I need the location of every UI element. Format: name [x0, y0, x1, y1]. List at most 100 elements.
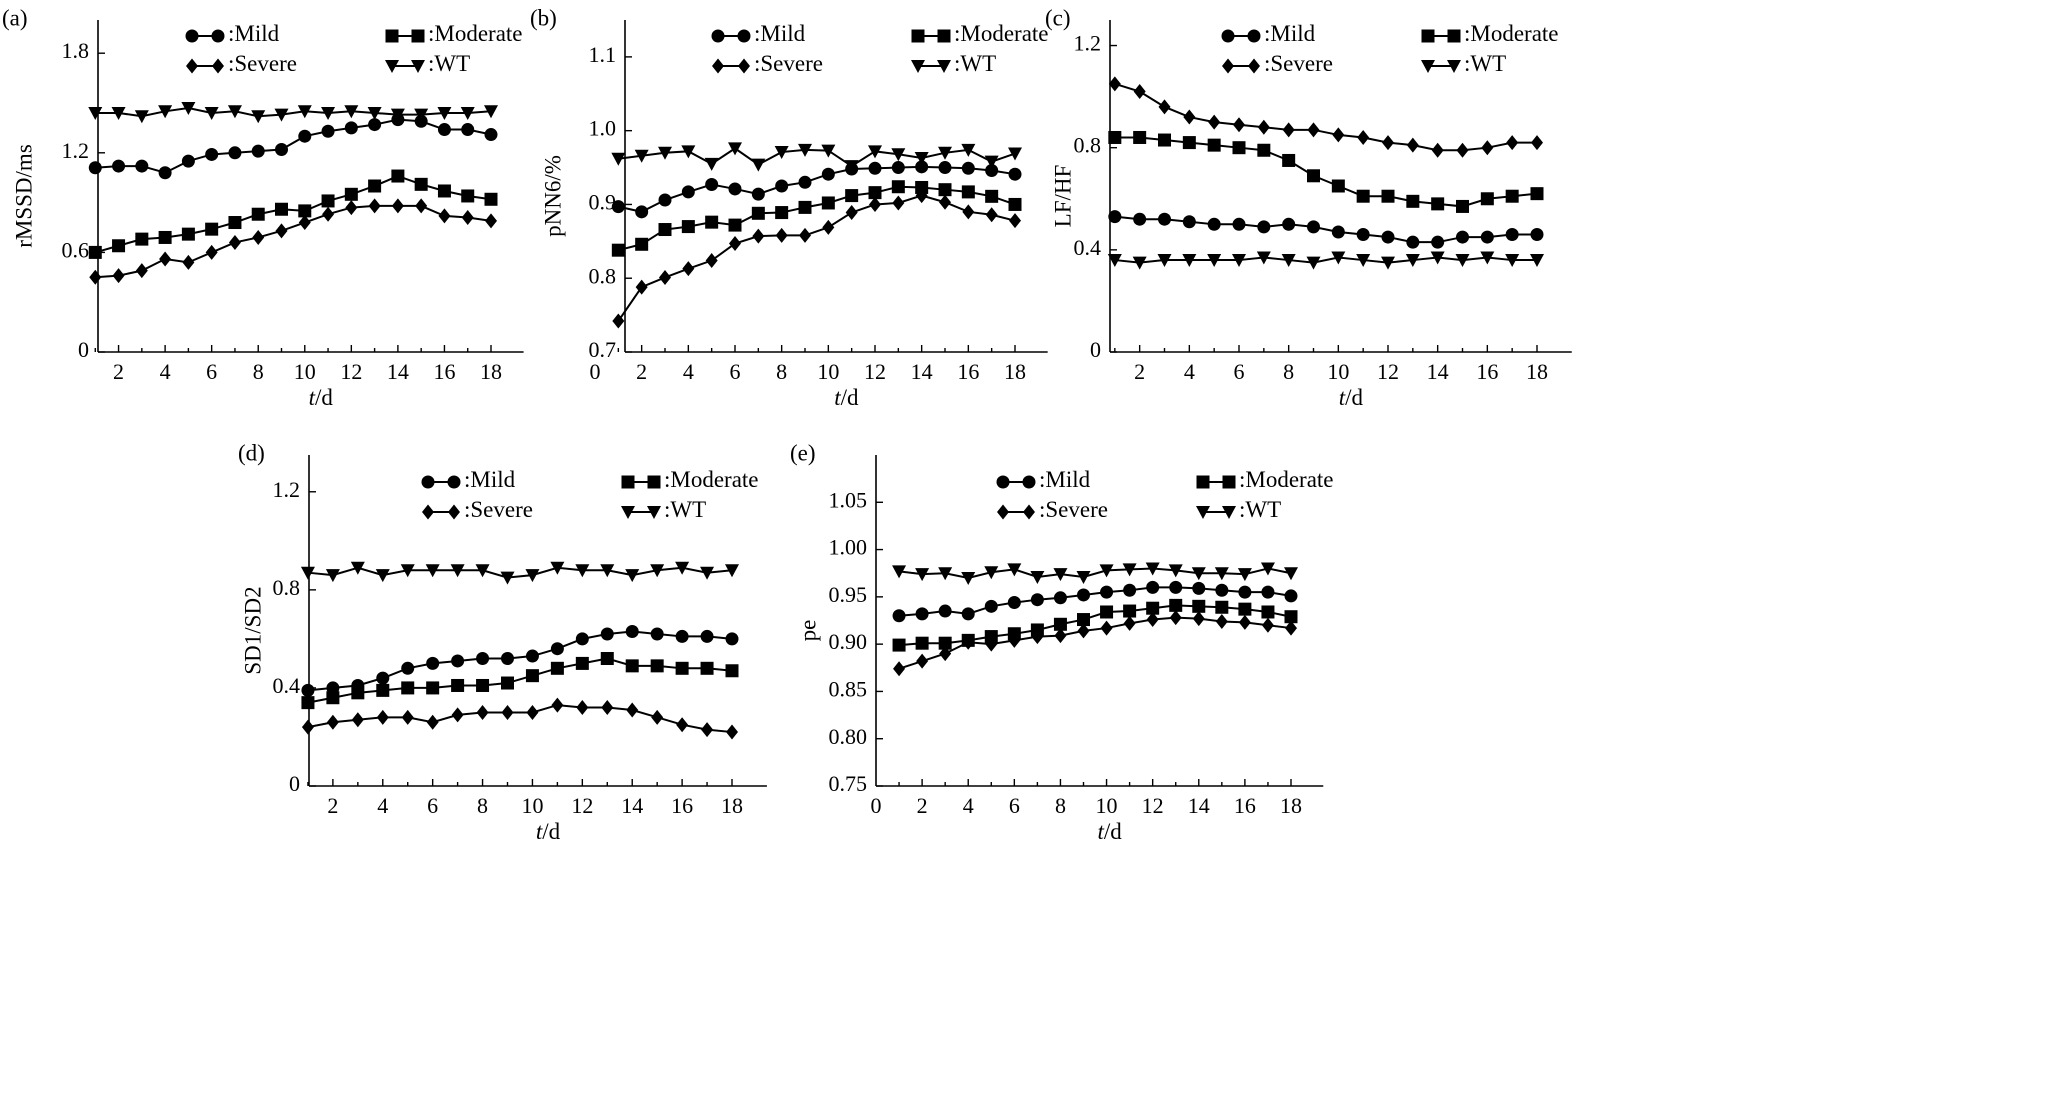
- x-axis-label-var: t: [1339, 385, 1346, 410]
- data-point: [391, 198, 404, 214]
- legend-label: :Mild: [228, 21, 280, 46]
- legend-item-moderate: :Moderate: [1196, 467, 1334, 492]
- data-point: [1260, 562, 1275, 576]
- data-point: [729, 236, 741, 252]
- data-point: [326, 714, 339, 730]
- series-wt: [892, 562, 1298, 585]
- data-point: [1282, 153, 1296, 167]
- data-point: [575, 564, 590, 578]
- data-point: [1257, 143, 1271, 157]
- data-point: [1182, 215, 1196, 229]
- x-tick-label: 18: [480, 359, 502, 384]
- y-tick-label: 0.8: [1074, 133, 1102, 158]
- data-point: [1331, 179, 1345, 193]
- legend-item-severe: :Severe: [1222, 51, 1333, 76]
- data-point: [181, 154, 195, 168]
- data-point: [1261, 617, 1274, 633]
- data-point: [1100, 585, 1114, 599]
- legend-label: :Mild: [1264, 21, 1316, 46]
- x-tick-label: 16: [957, 359, 979, 384]
- data-point: [938, 636, 952, 650]
- data-point: [1505, 228, 1519, 242]
- data-point: [525, 649, 539, 663]
- data-point: [1356, 254, 1371, 268]
- data-point: [251, 110, 266, 124]
- data-point: [321, 194, 335, 208]
- data-point: [1053, 617, 1067, 631]
- data-point: [1455, 254, 1470, 268]
- x-tick-label: 10: [294, 359, 316, 384]
- data-point: [227, 105, 242, 119]
- legend: :Mild:Moderate:Severe:WT: [711, 21, 1049, 76]
- data-point: [301, 696, 315, 710]
- data-point: [1123, 583, 1137, 597]
- data-point: [500, 571, 515, 585]
- data-point: [1238, 585, 1252, 599]
- data-point: [939, 194, 951, 210]
- data-point: [135, 263, 148, 279]
- data-point: [1133, 212, 1147, 226]
- legend-prefix: :: [1039, 467, 1045, 492]
- data-point: [368, 118, 382, 132]
- data-point: [984, 566, 999, 580]
- legend-label: :Severe: [1039, 497, 1108, 522]
- data-point: [1530, 187, 1544, 201]
- data-point: [461, 210, 474, 226]
- legend: :Mild:Moderate:Severe:WT: [421, 467, 759, 522]
- data-point: [1054, 628, 1067, 644]
- legend-marker: [711, 29, 725, 43]
- legend-prefix: :: [464, 497, 470, 522]
- data-point: [1157, 254, 1172, 268]
- x-axis-label: t/d: [309, 385, 334, 410]
- data-point: [751, 187, 765, 201]
- data-point: [1133, 130, 1147, 144]
- data-point: [426, 681, 440, 695]
- data-point: [1108, 210, 1122, 224]
- data-point: [821, 167, 835, 181]
- data-point: [892, 638, 906, 652]
- legend-marker: [1222, 475, 1236, 489]
- x-tick-label: 8: [1283, 359, 1294, 384]
- legend-label: :Severe: [228, 51, 297, 76]
- data-point: [376, 671, 390, 685]
- x-tick-label: 10: [1327, 359, 1349, 384]
- x-axis-label-var: t: [1097, 819, 1104, 844]
- data-point: [1406, 235, 1420, 249]
- legend-marker: [1023, 504, 1035, 520]
- data-point: [400, 564, 415, 578]
- data-point: [821, 196, 835, 210]
- data-point: [414, 108, 429, 122]
- data-point: [376, 709, 389, 725]
- data-point: [1406, 137, 1419, 153]
- x-tick-label: 4: [160, 359, 171, 384]
- legend-marker: [621, 475, 635, 489]
- y-tick-label: 0.9: [589, 189, 617, 214]
- data-point: [1505, 189, 1519, 203]
- data-point: [322, 206, 335, 222]
- data-point: [938, 146, 952, 160]
- data-point: [88, 245, 102, 259]
- data-point: [1480, 251, 1495, 265]
- data-point: [1123, 615, 1136, 631]
- data-point: [501, 704, 514, 720]
- data-point: [88, 161, 102, 175]
- data-point: [88, 106, 103, 120]
- data-point: [228, 146, 242, 160]
- series-moderate: [611, 180, 1022, 257]
- data-point: [451, 654, 465, 668]
- data-point: [344, 105, 359, 119]
- data-point: [625, 659, 639, 673]
- data-point: [375, 569, 390, 583]
- data-point: [461, 123, 475, 137]
- data-point: [650, 627, 664, 641]
- legend-prefix: :: [1464, 51, 1470, 76]
- legend-marker: [385, 29, 399, 43]
- data-point: [1232, 217, 1246, 231]
- y-axis-label: pe: [795, 620, 820, 642]
- series-wt: [88, 101, 498, 124]
- data-point: [1122, 563, 1137, 577]
- legend-name: WT: [1470, 51, 1506, 76]
- x-tick-label: 16: [1476, 359, 1498, 384]
- x-axis-label-unit: /d: [542, 819, 560, 844]
- data-point: [915, 180, 929, 194]
